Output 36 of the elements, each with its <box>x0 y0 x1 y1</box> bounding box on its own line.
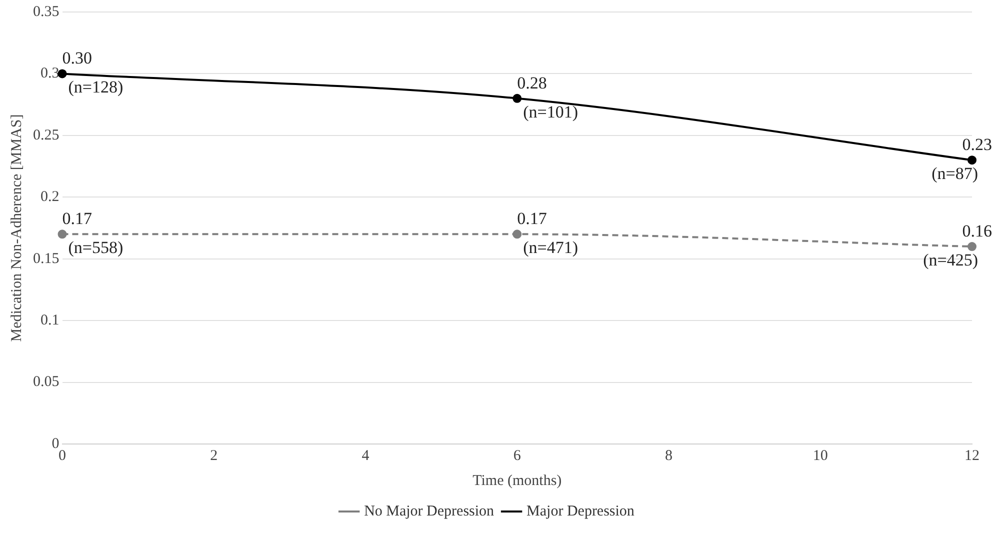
point <box>968 242 976 252</box>
annotation: (n=425) <box>923 250 978 270</box>
y-tick-label: 0.05 <box>33 374 60 390</box>
x-tick-label: 8 <box>665 448 672 464</box>
y-axis-title: Medication Non-Adherence [MMAS] <box>8 114 25 342</box>
annotation: (n=558) <box>68 238 124 258</box>
y-tick-label: 0.35 <box>33 4 60 20</box>
data-label: 0.30 <box>62 48 92 68</box>
y-tick-label: 0.15 <box>33 250 60 267</box>
x-tick-label: 6 <box>513 448 522 464</box>
annotation: (n=128) <box>68 78 124 97</box>
y-tick-label: 0.25 <box>33 127 60 144</box>
data-label: 0.28 <box>517 73 547 92</box>
annotation: (n=101) <box>523 102 578 122</box>
x-tick-label: 2 <box>210 448 218 464</box>
point <box>58 230 67 239</box>
y-tick-label: 0 <box>52 436 60 452</box>
data-label: 0.16 <box>962 221 992 240</box>
data-label: 0.23 <box>962 135 992 154</box>
x-tick-label: 4 <box>362 448 370 464</box>
point <box>968 156 976 165</box>
annotation: (n=471) <box>523 238 578 258</box>
data-label: 0.17 <box>62 209 92 228</box>
x-tick-label: 12 <box>964 448 980 464</box>
x-axis-title: Time (months) <box>472 472 562 489</box>
x-tick-label: 10 <box>812 448 828 464</box>
point <box>512 230 522 239</box>
y-tick-label: 0.2 <box>40 189 60 206</box>
annotation: (n=87) <box>932 164 978 184</box>
point <box>58 69 67 78</box>
legend-label: No Major Depression <box>364 503 495 520</box>
y-tick-label: 0.1 <box>40 312 60 329</box>
y-tick-label: 0.3 <box>40 66 60 82</box>
point <box>512 94 522 103</box>
data-label: 0.17 <box>517 209 548 228</box>
legend-label: Major Depression <box>526 503 635 520</box>
